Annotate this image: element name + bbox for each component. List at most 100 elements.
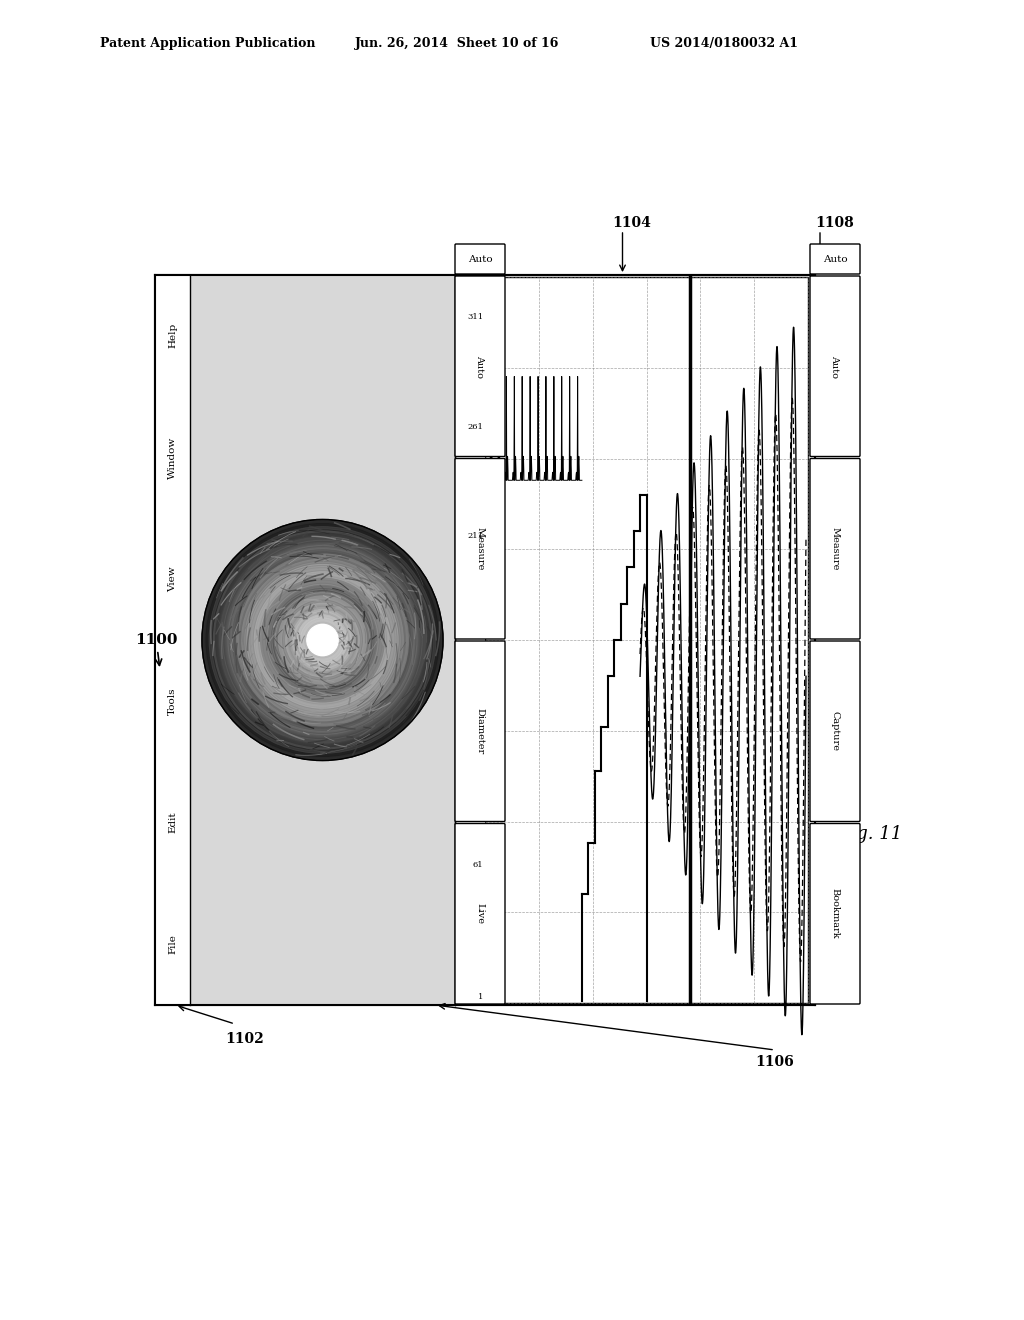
Circle shape xyxy=(270,587,375,693)
Text: Tools: Tools xyxy=(168,688,177,714)
Circle shape xyxy=(228,545,417,734)
Circle shape xyxy=(211,529,433,751)
Text: Measure: Measure xyxy=(830,527,840,570)
Text: Diameter: Diameter xyxy=(475,708,484,754)
Circle shape xyxy=(306,623,339,657)
Text: Auto: Auto xyxy=(475,355,484,378)
Text: Edit: Edit xyxy=(168,812,177,833)
Circle shape xyxy=(271,589,374,692)
Circle shape xyxy=(229,546,416,733)
Text: Patent Application Publication: Patent Application Publication xyxy=(100,37,315,50)
Circle shape xyxy=(240,557,406,723)
Circle shape xyxy=(289,606,356,673)
Circle shape xyxy=(302,619,343,661)
Text: 1108: 1108 xyxy=(815,216,854,230)
Circle shape xyxy=(262,579,383,701)
Circle shape xyxy=(213,531,432,750)
Text: View: View xyxy=(168,566,177,591)
Circle shape xyxy=(204,521,441,759)
Text: Window: Window xyxy=(168,437,177,479)
Circle shape xyxy=(293,611,352,669)
Circle shape xyxy=(255,573,389,708)
Circle shape xyxy=(279,597,367,684)
Circle shape xyxy=(291,609,354,672)
Text: 261: 261 xyxy=(467,422,483,430)
FancyBboxPatch shape xyxy=(455,824,505,1005)
Circle shape xyxy=(246,564,399,717)
Circle shape xyxy=(307,624,338,656)
Circle shape xyxy=(305,622,340,657)
Circle shape xyxy=(250,568,395,713)
Text: Fig. 11: Fig. 11 xyxy=(838,825,902,843)
Circle shape xyxy=(220,537,425,743)
Circle shape xyxy=(207,525,437,755)
Circle shape xyxy=(303,620,342,660)
Circle shape xyxy=(265,582,380,697)
Circle shape xyxy=(252,570,392,710)
Circle shape xyxy=(281,598,365,682)
Text: 1102: 1102 xyxy=(225,1032,264,1045)
Circle shape xyxy=(208,525,436,754)
Circle shape xyxy=(275,593,370,688)
Circle shape xyxy=(244,561,401,718)
Circle shape xyxy=(216,533,429,747)
Circle shape xyxy=(230,548,415,733)
Circle shape xyxy=(288,606,357,675)
Circle shape xyxy=(217,535,428,746)
FancyBboxPatch shape xyxy=(810,458,860,639)
FancyBboxPatch shape xyxy=(455,458,505,639)
Text: Jun. 26, 2014  Sheet 10 of 16: Jun. 26, 2014 Sheet 10 of 16 xyxy=(355,37,559,50)
Circle shape xyxy=(222,540,423,741)
FancyBboxPatch shape xyxy=(810,276,860,457)
Circle shape xyxy=(226,544,419,737)
Circle shape xyxy=(298,616,346,664)
Circle shape xyxy=(285,602,360,677)
Circle shape xyxy=(232,550,413,730)
Circle shape xyxy=(239,556,407,723)
Text: 1100: 1100 xyxy=(135,634,177,665)
Circle shape xyxy=(206,524,439,756)
Circle shape xyxy=(272,590,373,690)
Circle shape xyxy=(280,597,366,682)
Circle shape xyxy=(284,602,361,678)
Circle shape xyxy=(304,622,341,659)
Circle shape xyxy=(233,550,412,729)
Bar xyxy=(455,275,485,1005)
Circle shape xyxy=(249,566,396,713)
Circle shape xyxy=(287,605,358,676)
Text: Bookmark: Bookmark xyxy=(830,888,840,939)
Circle shape xyxy=(215,532,430,748)
Circle shape xyxy=(267,585,378,696)
Circle shape xyxy=(295,612,350,667)
Circle shape xyxy=(238,556,408,725)
Text: Help: Help xyxy=(168,323,177,348)
Circle shape xyxy=(296,614,348,667)
Circle shape xyxy=(286,603,359,677)
Circle shape xyxy=(234,552,411,729)
Bar xyxy=(155,275,815,1005)
FancyBboxPatch shape xyxy=(455,276,505,457)
Text: File: File xyxy=(168,935,177,954)
Text: US 2014/0180032 A1: US 2014/0180032 A1 xyxy=(650,37,798,50)
Circle shape xyxy=(221,539,424,742)
Circle shape xyxy=(257,574,388,706)
Circle shape xyxy=(236,553,410,727)
Text: Auto: Auto xyxy=(468,255,493,264)
Text: Measure: Measure xyxy=(475,527,484,570)
Circle shape xyxy=(259,576,386,704)
Circle shape xyxy=(274,591,371,688)
Circle shape xyxy=(231,549,414,731)
Circle shape xyxy=(276,594,369,686)
Circle shape xyxy=(268,586,377,694)
Circle shape xyxy=(205,523,440,758)
Circle shape xyxy=(223,540,422,739)
Circle shape xyxy=(297,615,347,665)
Circle shape xyxy=(209,527,435,754)
Circle shape xyxy=(282,599,364,681)
Circle shape xyxy=(225,543,420,738)
Circle shape xyxy=(283,601,362,680)
Circle shape xyxy=(219,536,426,743)
Circle shape xyxy=(227,545,418,735)
Circle shape xyxy=(218,535,427,744)
Circle shape xyxy=(263,581,382,700)
